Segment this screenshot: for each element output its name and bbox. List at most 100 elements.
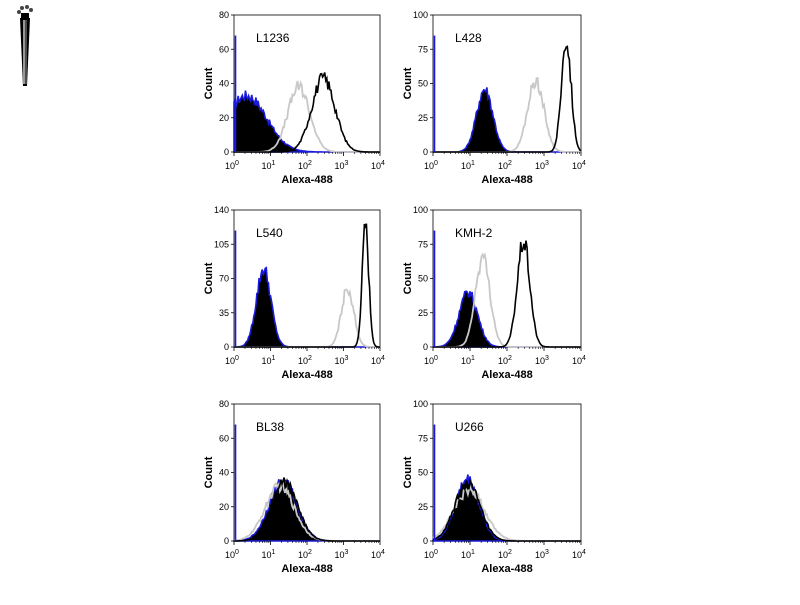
y-tick-label: 75	[418, 239, 428, 249]
x-tick-label: 103	[335, 355, 349, 366]
x-tick-label: 100	[424, 355, 438, 366]
y-tick-label: 25	[418, 113, 428, 123]
y-axis-label: Count	[402, 67, 414, 99]
y-tick-label: 50	[418, 274, 428, 284]
x-tick-exponent: 0	[434, 549, 438, 556]
x-tick-exponent: 1	[471, 355, 475, 362]
x-tick-exponent: 1	[272, 160, 276, 167]
y-tick-label: 20	[219, 502, 229, 512]
x-tick-label: 103	[535, 160, 549, 171]
x-tick-label: 103	[535, 355, 549, 366]
x-tick-exponent: 4	[381, 549, 385, 556]
y-tick-label: 35	[219, 308, 229, 318]
black-histogram-line	[234, 72, 380, 153]
black-histogram-line	[433, 45, 582, 153]
y-tick-label: 70	[219, 274, 229, 284]
x-tick-label: 100	[225, 549, 239, 560]
x-tick-exponent: 2	[508, 549, 512, 556]
y-tick-label: 50	[418, 468, 428, 478]
x-tick-exponent: 0	[434, 355, 438, 362]
x-tick-label: 101	[262, 160, 276, 171]
isotype-filled-histogram	[432, 290, 581, 348]
x-tick-label: 100	[424, 549, 438, 560]
black-histogram-line	[432, 477, 581, 542]
x-axis-label: Alexa-488	[481, 369, 532, 381]
y-tick-label: 105	[214, 239, 229, 249]
y-tick-label: 100	[413, 10, 428, 20]
x-tick-exponent: 3	[545, 160, 549, 167]
x-tick-label: 100	[424, 160, 438, 171]
y-tick-label: 100	[413, 205, 428, 215]
y-tick-label: 75	[418, 433, 428, 443]
x-tick-label: 104	[371, 355, 385, 366]
x-tick-exponent: 0	[235, 549, 239, 556]
x-tick-label: 102	[298, 160, 312, 171]
y-axis-label: Count	[203, 262, 215, 294]
x-tick-label: 104	[371, 160, 385, 171]
x-tick-exponent: 4	[582, 355, 586, 362]
y-tick-label: 0	[423, 536, 428, 546]
logo-graphic	[17, 5, 33, 86]
x-tick-label: 102	[298, 355, 312, 366]
x-tick-label: 101	[262, 355, 276, 366]
y-tick-label: 40	[219, 468, 229, 478]
x-tick-exponent: 2	[308, 355, 312, 362]
panel-title: L1236	[256, 31, 290, 45]
x-tick-label: 104	[572, 355, 586, 366]
x-tick-label: 101	[461, 549, 475, 560]
y-tick-label: 80	[219, 399, 229, 409]
y-tick-label: 75	[418, 44, 428, 54]
y-axis-label: Count	[203, 67, 215, 99]
x-tick-label: 102	[298, 549, 312, 560]
x-tick-label: 101	[461, 355, 475, 366]
x-tick-exponent: 2	[308, 160, 312, 167]
x-tick-label: 101	[461, 160, 475, 171]
y-tick-label: 50	[418, 79, 428, 89]
x-tick-label: 104	[572, 160, 586, 171]
y-tick-label: 0	[224, 536, 229, 546]
y-tick-label: 0	[224, 342, 229, 352]
x-tick-exponent: 2	[508, 355, 512, 362]
x-tick-exponent: 4	[381, 160, 385, 167]
x-tick-label: 100	[225, 160, 239, 171]
x-tick-label: 102	[498, 549, 512, 560]
x-tick-label: 101	[262, 549, 276, 560]
x-axis-label: Alexa-488	[481, 174, 532, 186]
x-tick-label: 104	[572, 549, 586, 560]
y-tick-label: 0	[423, 342, 428, 352]
black-histogram-line	[234, 477, 380, 542]
x-tick-exponent: 0	[235, 160, 239, 167]
panel-title: L540	[256, 226, 283, 240]
x-axis-label: Alexa-488	[281, 563, 332, 575]
x-tick-exponent: 2	[308, 549, 312, 556]
x-tick-exponent: 1	[272, 549, 276, 556]
x-tick-label: 102	[498, 160, 512, 171]
y-tick-label: 80	[219, 10, 229, 20]
x-tick-exponent: 3	[345, 160, 349, 167]
y-tick-label: 60	[219, 433, 229, 443]
x-tick-label: 103	[335, 549, 349, 560]
panel-title: U266	[455, 420, 484, 434]
panel-title: KMH-2	[455, 226, 493, 240]
y-tick-label: 140	[214, 205, 229, 215]
x-tick-label: 103	[535, 549, 549, 560]
y-tick-label: 40	[219, 79, 229, 89]
y-tick-label: 25	[418, 502, 428, 512]
x-axis-label: Alexa-488	[281, 174, 332, 186]
x-tick-label: 102	[498, 355, 512, 366]
x-tick-exponent: 4	[582, 160, 586, 167]
vertical-bar-logo	[10, 2, 40, 92]
x-tick-exponent: 4	[381, 355, 385, 362]
x-tick-exponent: 4	[582, 549, 586, 556]
x-tick-exponent: 3	[545, 549, 549, 556]
y-axis-label: Count	[402, 456, 414, 488]
x-tick-exponent: 0	[434, 160, 438, 167]
x-tick-exponent: 3	[545, 355, 549, 362]
y-tick-label: 100	[413, 399, 428, 409]
panel-title: BL38	[256, 420, 284, 434]
